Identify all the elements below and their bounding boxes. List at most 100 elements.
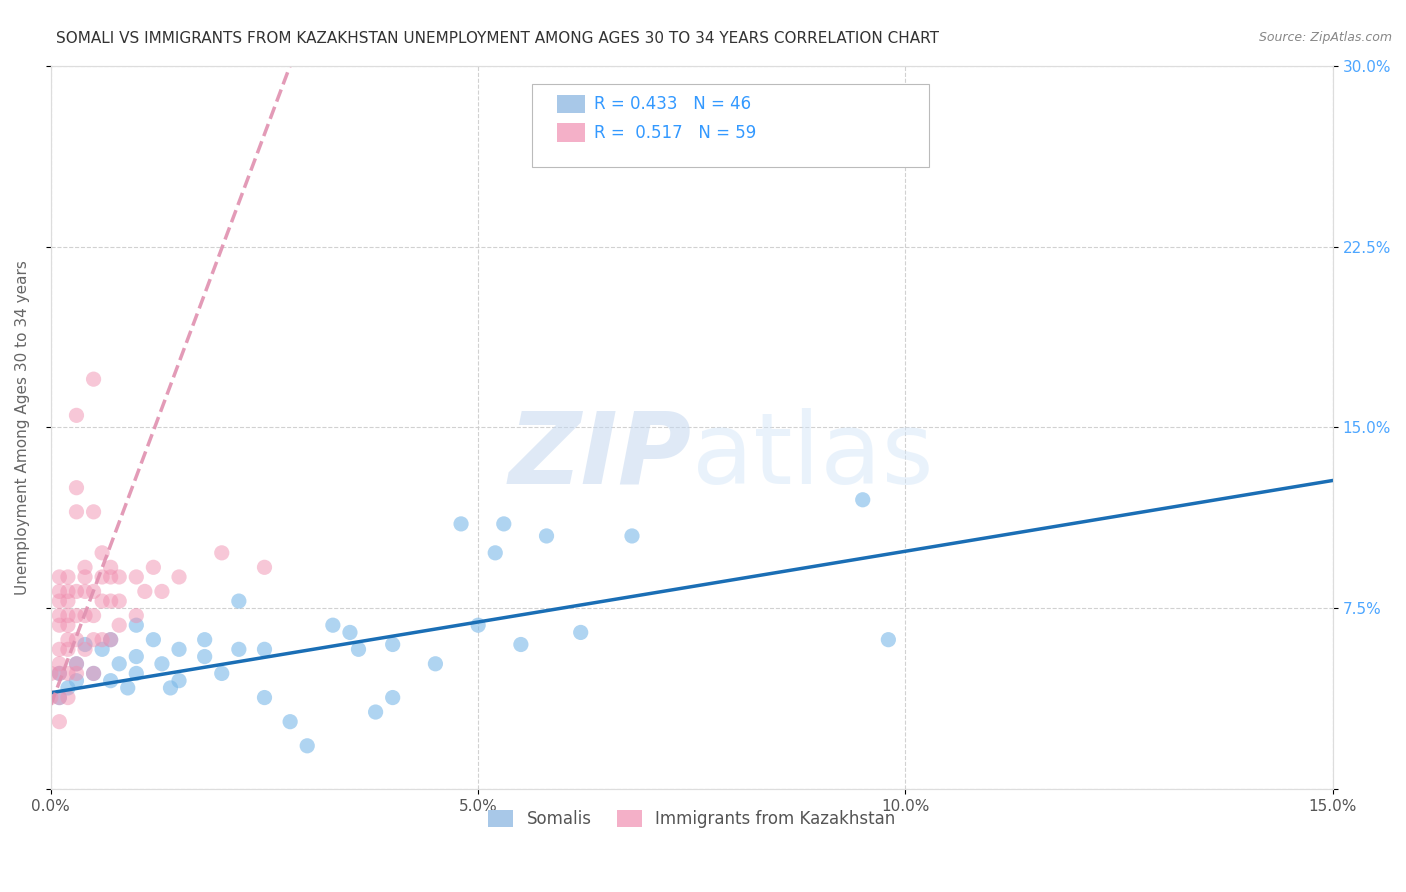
Point: [347, 642, 370, 657]
Point: [117, 681, 139, 695]
Point: [425, 657, 447, 671]
Point: [65, 673, 87, 688]
Point: [100, 594, 122, 608]
Point: [83, 584, 105, 599]
Point: [48, 666, 70, 681]
Point: [83, 372, 105, 386]
Point: [65, 409, 87, 423]
Point: [228, 642, 250, 657]
Point: [100, 673, 122, 688]
Point: [48, 657, 70, 671]
Point: [467, 618, 489, 632]
Point: [48, 608, 70, 623]
Point: [297, 739, 319, 753]
Text: atlas: atlas: [692, 408, 934, 505]
Text: SOMALI VS IMMIGRANTS FROM KAZAKHSTAN UNEMPLOYMENT AMONG AGES 30 TO 34 YEARS CORR: SOMALI VS IMMIGRANTS FROM KAZAKHSTAN UNE…: [56, 31, 939, 46]
Point: [450, 516, 472, 531]
Point: [877, 632, 900, 647]
Point: [253, 690, 276, 705]
Point: [194, 632, 217, 647]
Point: [83, 666, 105, 681]
Point: [48, 570, 70, 584]
Y-axis label: Unemployment Among Ages 30 to 34 years: Unemployment Among Ages 30 to 34 years: [15, 260, 30, 595]
Point: [167, 570, 190, 584]
Bar: [557, 95, 585, 112]
Point: [569, 625, 592, 640]
Point: [73, 642, 96, 657]
Point: [381, 638, 404, 652]
Point: [56, 618, 79, 632]
Point: [150, 584, 173, 599]
Point: [39, 666, 62, 681]
Point: [108, 594, 131, 608]
Point: [65, 657, 87, 671]
Point: [142, 560, 165, 574]
FancyBboxPatch shape: [531, 84, 929, 167]
Point: [56, 570, 79, 584]
Point: [134, 584, 156, 599]
Point: [83, 505, 105, 519]
Point: [536, 529, 558, 543]
Point: [65, 505, 87, 519]
Point: [48, 666, 70, 681]
Point: [91, 594, 114, 608]
Point: [253, 642, 276, 657]
Text: R = 0.433   N = 46: R = 0.433 N = 46: [595, 95, 751, 112]
Point: [56, 584, 79, 599]
Point: [339, 625, 361, 640]
Point: [91, 570, 114, 584]
Point: [125, 608, 148, 623]
Point: [194, 649, 217, 664]
Bar: [557, 123, 585, 142]
Point: [484, 546, 506, 560]
Point: [142, 632, 165, 647]
Point: [509, 638, 531, 652]
Point: [364, 705, 387, 719]
Point: [48, 714, 70, 729]
Point: [65, 632, 87, 647]
Point: [56, 632, 79, 647]
Point: [73, 608, 96, 623]
Point: [211, 546, 233, 560]
Point: [48, 690, 70, 705]
Point: [48, 690, 70, 705]
Legend: Somalis, Immigrants from Kazakhstan: Somalis, Immigrants from Kazakhstan: [482, 804, 901, 835]
Point: [48, 594, 70, 608]
Point: [56, 690, 79, 705]
Point: [253, 560, 276, 574]
Point: [65, 657, 87, 671]
Point: [620, 529, 643, 543]
Point: [56, 594, 79, 608]
Point: [167, 673, 190, 688]
Point: [83, 666, 105, 681]
Point: [73, 560, 96, 574]
Point: [167, 642, 190, 657]
Point: [100, 632, 122, 647]
Point: [108, 618, 131, 632]
Point: [108, 570, 131, 584]
Point: [125, 618, 148, 632]
Point: [73, 570, 96, 584]
Point: [159, 681, 181, 695]
Point: [381, 690, 404, 705]
Point: [65, 608, 87, 623]
Point: [91, 546, 114, 560]
Point: [100, 560, 122, 574]
Point: [125, 570, 148, 584]
Point: [73, 638, 96, 652]
Point: [65, 666, 87, 681]
Point: [100, 570, 122, 584]
Point: [83, 608, 105, 623]
Point: [211, 666, 233, 681]
Point: [278, 714, 301, 729]
Point: [65, 481, 87, 495]
Point: [56, 681, 79, 695]
Text: Source: ZipAtlas.com: Source: ZipAtlas.com: [1258, 31, 1392, 45]
Point: [322, 618, 344, 632]
Point: [39, 690, 62, 705]
Point: [125, 649, 148, 664]
Point: [228, 594, 250, 608]
Point: [56, 608, 79, 623]
Point: [150, 657, 173, 671]
Point: [56, 666, 79, 681]
